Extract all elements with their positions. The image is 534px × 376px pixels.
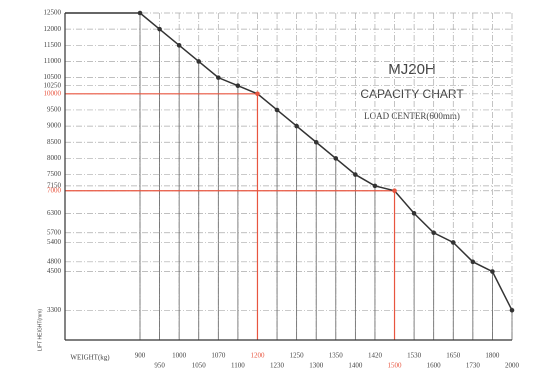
point	[216, 75, 221, 80]
y-tick-label: 12000	[44, 25, 62, 33]
point	[137, 10, 143, 16]
x-tick-label: 1500	[388, 362, 403, 370]
point	[313, 139, 319, 145]
chart-title: MJ20H	[388, 61, 436, 78]
x-tick-label: 1230	[270, 362, 285, 370]
y-tick-label: 10500	[44, 73, 62, 81]
point	[431, 230, 436, 236]
point	[333, 156, 339, 161]
x-tick-label: 1730	[466, 362, 481, 370]
point	[235, 83, 241, 89]
point	[450, 240, 456, 245]
x-tick-label: 1600	[427, 362, 442, 370]
x-tick-label: 1100	[231, 362, 245, 370]
point	[157, 26, 162, 32]
point	[176, 43, 182, 48]
point	[470, 259, 476, 265]
x-tick-label: 1050	[192, 362, 207, 370]
y-tick-label: 9500	[47, 106, 62, 114]
x-axis-label: WEIGHT(kg)	[70, 354, 110, 362]
y-tick-label: 5400	[47, 238, 62, 246]
x-tick-label: 1000	[172, 352, 187, 360]
x-tick-label: 1300	[309, 362, 324, 370]
point	[411, 211, 417, 216]
point	[196, 59, 202, 64]
x-tick-label: 1070	[211, 352, 226, 360]
y-tick-label: 7000	[47, 186, 62, 194]
y-tick-label: 4800	[47, 257, 62, 265]
y-tick-label: 9000	[47, 122, 62, 130]
y-tick-label: 4500	[47, 267, 62, 275]
y-tick-label: 7500	[47, 170, 62, 178]
x-tick-label: 1530	[407, 352, 422, 360]
y-axis-label: LIFT HEIGHT(mm)	[37, 309, 43, 351]
y-tick-label: 12500	[44, 9, 62, 17]
x-tick-label: 1350	[329, 352, 344, 360]
y-tick-label: 11000	[44, 57, 62, 65]
x-tick-label: 1420	[368, 352, 383, 360]
y-tick-label: 7150	[47, 181, 62, 189]
x-tick-label: 1650	[446, 352, 461, 360]
point	[274, 107, 280, 113]
y-tick-label: 6300	[47, 209, 62, 217]
point	[392, 188, 397, 194]
x-tick-label: 1800	[485, 352, 500, 360]
y-tick-label: 11500	[44, 41, 62, 49]
chart-subtitle: CAPACITY CHART	[360, 87, 464, 101]
point	[509, 308, 515, 313]
x-tick-label: 1250	[290, 352, 305, 360]
x-tick-label: 1200	[250, 352, 265, 360]
x-tick-label: 950	[154, 362, 165, 370]
point	[294, 123, 299, 129]
y-tick-label: 10000	[44, 89, 62, 97]
y-tick-label: 8000	[47, 154, 62, 162]
point	[490, 269, 495, 274]
y-tick-label: 10250	[44, 81, 62, 89]
capacity-line	[139, 12, 513, 311]
y-tick-label: 5700	[47, 228, 62, 236]
point	[372, 183, 378, 189]
x-tick-label: 1400	[348, 362, 363, 370]
point	[353, 172, 358, 177]
y-tick-label: 3300	[47, 306, 62, 314]
point	[255, 91, 260, 97]
y-tick-label: 8500	[47, 138, 62, 146]
x-tick-label: 2000	[505, 362, 520, 370]
x-tick-label: 900	[135, 352, 146, 360]
chart-note: LOAD CENTER(600mm)	[364, 111, 460, 121]
